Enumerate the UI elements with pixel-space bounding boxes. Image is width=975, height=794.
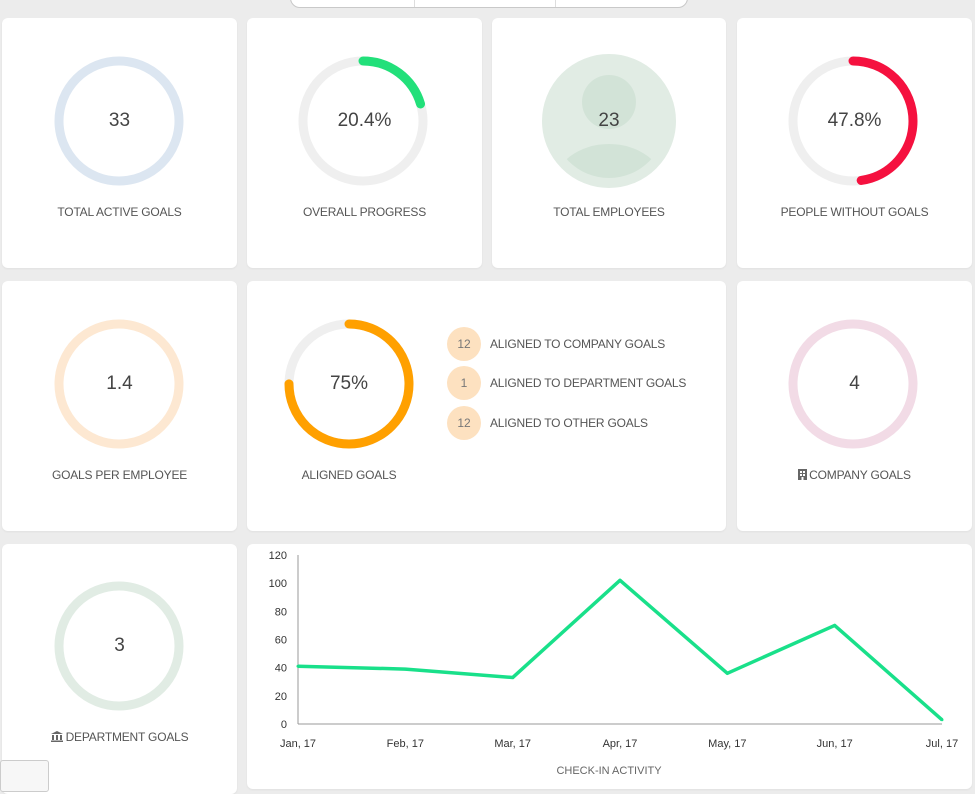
card-goals-per-employee[interactable]: 1.4 GOALS PER EMPLOYEE [2, 281, 237, 531]
company-goals-caption: COMPANY GOALS [737, 468, 972, 482]
data-point [940, 718, 944, 722]
x-tick-label: Mar, 17 [494, 738, 531, 750]
total-active-goals-label: TOTAL ACTIVE GOALS [57, 205, 182, 219]
total-active-goals-value: 33 [108, 110, 131, 131]
people-without-goals-ring [788, 56, 918, 186]
checkin-activity-chart: 0 20 40 60 80 100 120 Jan, 17 Feb, 17 Mar, 17 Apr… [269, 550, 959, 777]
x-tick-label: Jan, 17 [280, 738, 316, 750]
goals-per-employee-label: GOALS PER EMPLOYEE [51, 468, 188, 482]
data-point [296, 664, 300, 668]
bank-icon [50, 731, 63, 742]
x-tick-label: Jun, 17 [817, 738, 853, 750]
aligned-goals-ring [284, 319, 414, 449]
aligned-other-row: 12 ALIGNED TO OTHER GOALS [447, 406, 648, 440]
y-tick-label: 20 [275, 691, 287, 703]
bottom-tab-button[interactable] [0, 760, 49, 792]
people-without-goals-arc [788, 56, 918, 186]
aligned-company-label: ALIGNED TO COMPANY GOALS [490, 337, 666, 351]
x-tick-label: Feb, 17 [387, 738, 424, 750]
building-icon [798, 469, 808, 480]
y-tick-label: 40 [275, 663, 287, 675]
y-tick-label: 0 [281, 719, 287, 731]
person-icon [542, 54, 676, 188]
y-tick-label: 60 [275, 635, 287, 647]
card-total-active-goals[interactable]: 33 TOTAL ACTIVE GOALS [2, 18, 237, 268]
aligned-department-count: 1 [447, 366, 481, 400]
total-active-goals-ring [54, 56, 184, 186]
aligned-goals-label: ALIGNED GOALS [301, 468, 397, 482]
goals-per-employee-value: 1.4 [106, 373, 133, 394]
total-employees-value: 23 [598, 110, 620, 131]
card-aligned-goals[interactable]: 75% ALIGNED GOALS 12 ALIGNED TO COMPANY … [247, 281, 726, 531]
checkin-series-line [297, 578, 944, 722]
overall-progress-value: 20.4% [337, 110, 392, 131]
y-tick-label: 80 [275, 606, 287, 618]
aligned-goals-arc [284, 319, 414, 449]
y-tick-label: 120 [269, 550, 287, 562]
aligned-department-label: ALIGNED TO DEPARTMENT GOALS [490, 376, 687, 390]
aligned-other-count: 12 [447, 406, 481, 440]
view-selector[interactable] [290, 0, 688, 8]
department-goals-label: DEPARTMENT GOALS [65, 730, 189, 744]
data-point [618, 578, 622, 582]
data-point [833, 623, 837, 627]
overall-progress-arc [298, 56, 428, 186]
view-selector-divider [414, 0, 415, 7]
overall-progress-label: OVERALL PROGRESS [302, 205, 427, 219]
card-checkin-activity[interactable]: 0 20 40 60 80 100 120 Jan, 17 Feb, 17 Mar, 17 Apr… [247, 544, 972, 789]
data-point [725, 671, 729, 675]
card-overall-progress[interactable]: 20.4% OVERALL PROGRESS [247, 18, 482, 268]
x-tick-label: Jul, 17 [926, 738, 958, 750]
company-goals-value: 4 [849, 373, 860, 394]
x-tick-label: May, 17 [708, 738, 746, 750]
aligned-company-count: 12 [447, 327, 481, 361]
y-tick-label: 100 [269, 578, 287, 590]
overall-progress-ring [298, 56, 428, 186]
aligned-company-row: 12 ALIGNED TO COMPANY GOALS [447, 327, 665, 361]
aligned-goals-value: 75% [329, 373, 369, 394]
department-goals-value: 3 [114, 635, 125, 656]
card-total-employees[interactable]: 23 TOTAL EMPLOYEES [492, 18, 726, 268]
data-point [403, 667, 407, 671]
aligned-department-row: 1 ALIGNED TO DEPARTMENT GOALS [447, 366, 686, 400]
total-employees-label: TOTAL EMPLOYEES [553, 205, 665, 219]
company-goals-label: COMPANY GOALS [809, 468, 911, 482]
card-company-goals[interactable]: 4 COMPANY GOALS [737, 281, 972, 531]
goals-per-employee-ring [54, 319, 184, 449]
aligned-other-label: ALIGNED TO OTHER GOALS [490, 416, 648, 430]
data-point [511, 676, 515, 680]
people-without-goals-label: PEOPLE WITHOUT GOALS [780, 205, 929, 219]
x-tick-label: Apr, 17 [603, 738, 638, 750]
view-selector-divider [555, 0, 556, 7]
card-department-goals[interactable]: 3 DEPARTMENT GOALS [2, 544, 237, 794]
card-people-without-goals[interactable]: 47.8% PEOPLE WITHOUT GOALS [737, 18, 972, 268]
people-without-goals-value: 47.8% [827, 110, 882, 131]
department-goals-caption: DEPARTMENT GOALS [2, 730, 237, 744]
department-goals-ring [54, 581, 184, 711]
chart-xlabel: CHECK-IN ACTIVITY [556, 765, 662, 777]
company-goals-ring [788, 319, 918, 449]
